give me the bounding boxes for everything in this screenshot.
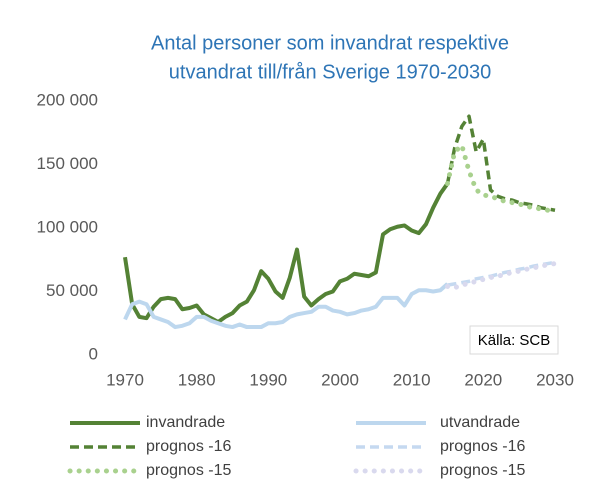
- chart-title: Antal personer som invandrat respektive: [151, 32, 509, 54]
- x-tick-label: 2000: [321, 370, 359, 389]
- x-tick-label: 1980: [178, 370, 216, 389]
- series-line: [123, 282, 449, 330]
- series-line: [445, 261, 558, 291]
- y-tick-label: 150 000: [37, 154, 98, 173]
- series-line: [445, 114, 556, 212]
- legend-label: prognos -16: [440, 438, 525, 455]
- x-tick-label: 2030: [536, 370, 574, 389]
- annotation-box: [469, 325, 559, 355]
- legend-label: prognos -15: [440, 462, 525, 479]
- chart-title: utvandrat till/från Sverige 1970-2030: [169, 61, 491, 83]
- annotation: Källa: SCB: [478, 332, 551, 349]
- x-tick-label: 1970: [106, 370, 144, 389]
- x-tick-label: 2010: [393, 370, 431, 389]
- y-tick-label: 200 000: [37, 90, 98, 109]
- y-tick-label: 50 000: [46, 281, 98, 300]
- series-line: [445, 142, 558, 214]
- y-tick-label: 0: [89, 344, 98, 363]
- legend-label: utvandrade: [440, 414, 520, 431]
- legend-label: prognos -15: [146, 462, 231, 479]
- x-tick-label: 1990: [249, 370, 287, 389]
- legend-label: invandrade: [146, 414, 225, 431]
- x-tick-label: 2020: [464, 370, 502, 389]
- series-line: [123, 182, 450, 324]
- y-tick-label: 100 000: [37, 217, 98, 236]
- legend-label: prognos -16: [146, 438, 231, 455]
